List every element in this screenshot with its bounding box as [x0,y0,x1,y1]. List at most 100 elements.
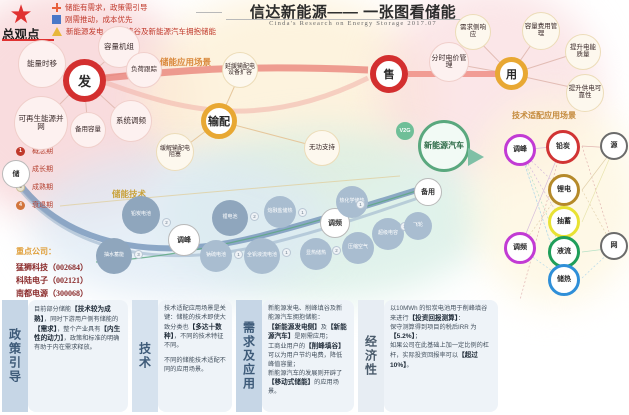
page-title: 信达新能源—— 一张图看储能 [249,4,457,21]
tech-node-lead-carbon-battery[interactable]: 铅炭电池 [122,196,160,234]
node-label: 抽水蓄能 [103,252,124,259]
matrix-scene-source[interactable]: 源 [600,132,628,160]
tech-node-compressed-air[interactable]: 压缩空气 [342,232,374,264]
cross-icon [52,3,61,12]
hub-transmission[interactable]: 输配 [201,103,237,139]
tech-node-sensible-heat-storage[interactable]: 显热储热 [300,238,332,270]
phase-marker-icon: 2 [162,218,171,227]
tech-node-pumped-hydro[interactable]: 抽水蓄能 [96,238,132,274]
overview-label: 总观点 [2,28,40,42]
panel-paragraph: 新能源发电、削峰填谷及新能源汽车拥抱储能： 【新能源发电侧】及【新能源汽车】是刚… [268,305,347,396]
hub-generation-label: 发 [77,74,91,89]
tech-node-sodium-sulfur-battery[interactable]: 钠硫电池 [200,240,232,272]
panel-economics: 经济性 以10MWh 的铅炭电池用于削峰填谷来进行【投资回报测算】： 保守测算得… [358,300,498,412]
panel-tab-label: 需求及应用 [241,321,256,391]
phase-marker-icon: 1 [234,250,243,259]
tech-node-lithium-battery[interactable]: 锂电池 [212,200,248,236]
node-label: 提升供电可靠性 [568,85,602,99]
overview-underline [2,39,54,41]
node-label: 储 [12,171,20,178]
hub-sales[interactable]: 售 [370,55,408,93]
node-label: 可再生能源并网 [18,114,64,131]
node-label: 储热 [557,276,571,284]
phase-dot-icon: 4 [16,200,25,210]
panel-tab[interactable]: 政策引导 [2,300,28,412]
node-label: 需求侧响应 [460,24,486,38]
phase-dot-icon: 1 [16,146,25,156]
tech-node-flywheel[interactable]: 飞轮 [404,212,432,240]
scene-node-relieve-td-congestion[interactable]: 缓解输配电阻塞 [156,133,194,171]
scene-node-demand-response[interactable]: 需求侧响应 [455,14,491,50]
phase-label: 成长期 [32,166,53,173]
panel-paragraph: 不同的储能技术适配不同的应用场景。 [164,356,226,373]
star-icon: ★ [9,0,33,29]
curve-node-peak-shaving[interactable]: 调峰 [168,224,200,256]
matrix-tech-lithium[interactable]: 锂电 [548,174,580,206]
phase-label: 衰退期 [32,202,53,209]
tech-node-vanadium-flow-battery[interactable]: 全钒液流电池 [244,238,280,274]
v2g-badge: V2G [396,122,414,140]
matrix-scene-frequency-regulation[interactable]: 调频 [504,232,536,264]
node-label: 飞轮 [412,222,423,229]
node-label: 容量费用管理 [524,23,558,37]
legend-text-1: 储能有需求，政策需引导 [65,3,148,12]
node-label: 铅炭 [556,143,570,151]
node-label: 调峰 [177,237,191,244]
scene-node-defer-td-upgrade[interactable]: 延缓输配电设备扩容 [222,52,258,88]
scene-node-renewable-grid-connection[interactable]: 可再生能源并网 [14,96,68,150]
node-label: 钠硫电池 [205,252,226,259]
matrix-tech-pumped-hydro[interactable]: 抽蓄 [548,206,580,238]
phase-marker-icon: 1 [298,208,307,217]
node-label: 超级电容 [377,230,398,237]
node-new-energy-vehicle[interactable]: 新能源汽车 [418,120,470,172]
scene-node-system-frequency-regulation[interactable]: 系统调频 [110,100,152,142]
tech-node-molten-salt-heat-storage[interactable]: 熔融盐储热 [264,196,296,228]
panel-paragraph: 目前部分储能【技术较为成熟】，同时下游用户侧有储能的【需求】，整个产业具有【内生… [34,306,121,352]
panel-demand-application: 需求及应用 新能源发电、削峰填谷及新能源汽车拥抱储能： 【新能源发电侧】及【新能… [236,300,354,412]
scene-node-energy-time-shift[interactable]: 能量时移 [18,40,66,88]
hub-transmission-label: 输配 [208,116,230,128]
hub-consumption[interactable]: 用 [495,57,528,90]
panel-body: 以10MWh 的铅炭电池用于削峰填谷来进行【投资回报测算】： 保守测算得到项目的… [384,300,498,412]
panel-paragraph: 技术适配应用场景是关键：储能的技术即使大致分类也【多达十数种】，不同的技术特征不… [164,305,226,350]
curve-node-reserve[interactable]: 备用 [414,178,442,206]
legend-row-1: 储能有需求，政策需引导 [52,2,148,13]
hub-consumption-label: 用 [506,68,517,81]
tech-node-supercapacitor[interactable]: 超级电容 [372,218,404,250]
matrix-tech-heat-storage[interactable]: 储热 [548,264,580,296]
hub-generation[interactable]: 发 [63,59,106,102]
scene-node-supply-reliability[interactable]: 提升供电可靠性 [566,74,604,112]
node-label: 铅炭电池 [130,211,151,218]
phase-label: 成熟期 [32,184,53,191]
phase-marker-icon: 1 [282,248,291,257]
node-label: 显热储热 [305,250,326,257]
scene-node-reactive-support[interactable]: 无功支持 [304,130,340,166]
panel-tab[interactable]: 技术 [132,300,158,412]
scene-node-load-following[interactable]: 负荷跟踪 [126,52,162,88]
panel-tab[interactable]: 经济性 [358,300,384,412]
node-label: 调频 [513,244,527,252]
node-label: 无功支持 [309,143,335,151]
legend-row-3: 新能源发电、削峰填谷及新能源汽车拥抱储能 [52,26,216,37]
node-label: 备用容量 [75,125,101,133]
scene-node-power-quality[interactable]: 提升电能质量 [565,34,601,70]
scene-node-reserve-capacity[interactable]: 备用容量 [70,112,106,148]
scene-node-tou-pricing[interactable]: 分时电价管理 [429,42,469,82]
matrix-scene-peak-shaving[interactable]: 调峰 [504,134,536,166]
node-label: 网 [610,242,618,250]
panel-tab[interactable]: 需求及应用 [236,300,262,412]
panel-body: 目前部分储能【技术较为成熟】，同时下游用户侧有储能的【需求】，整个产业具有【内生… [28,300,128,412]
curve-node-storage[interactable]: 储 [2,160,30,188]
scene-node-capacity-fee-mgmt[interactable]: 容量费用管理 [522,12,560,50]
matrix-scene-grid[interactable]: 网 [600,232,628,260]
node-label: 负荷跟踪 [131,65,157,73]
node-label: 提升电能质量 [570,44,596,58]
node-label: 抽蓄 [557,218,571,226]
matrix-tech-lead-carbon[interactable]: 铅炭 [546,130,580,164]
title-underline [226,19,484,20]
hub-sales-label: 售 [383,69,395,81]
phase-marker-icon: 1 [356,200,365,209]
legend-row-2: 刚需推动，成本优先 [52,14,133,25]
phase-marker-icon: 2 [332,246,341,255]
node-label: 锂电池 [222,214,238,221]
